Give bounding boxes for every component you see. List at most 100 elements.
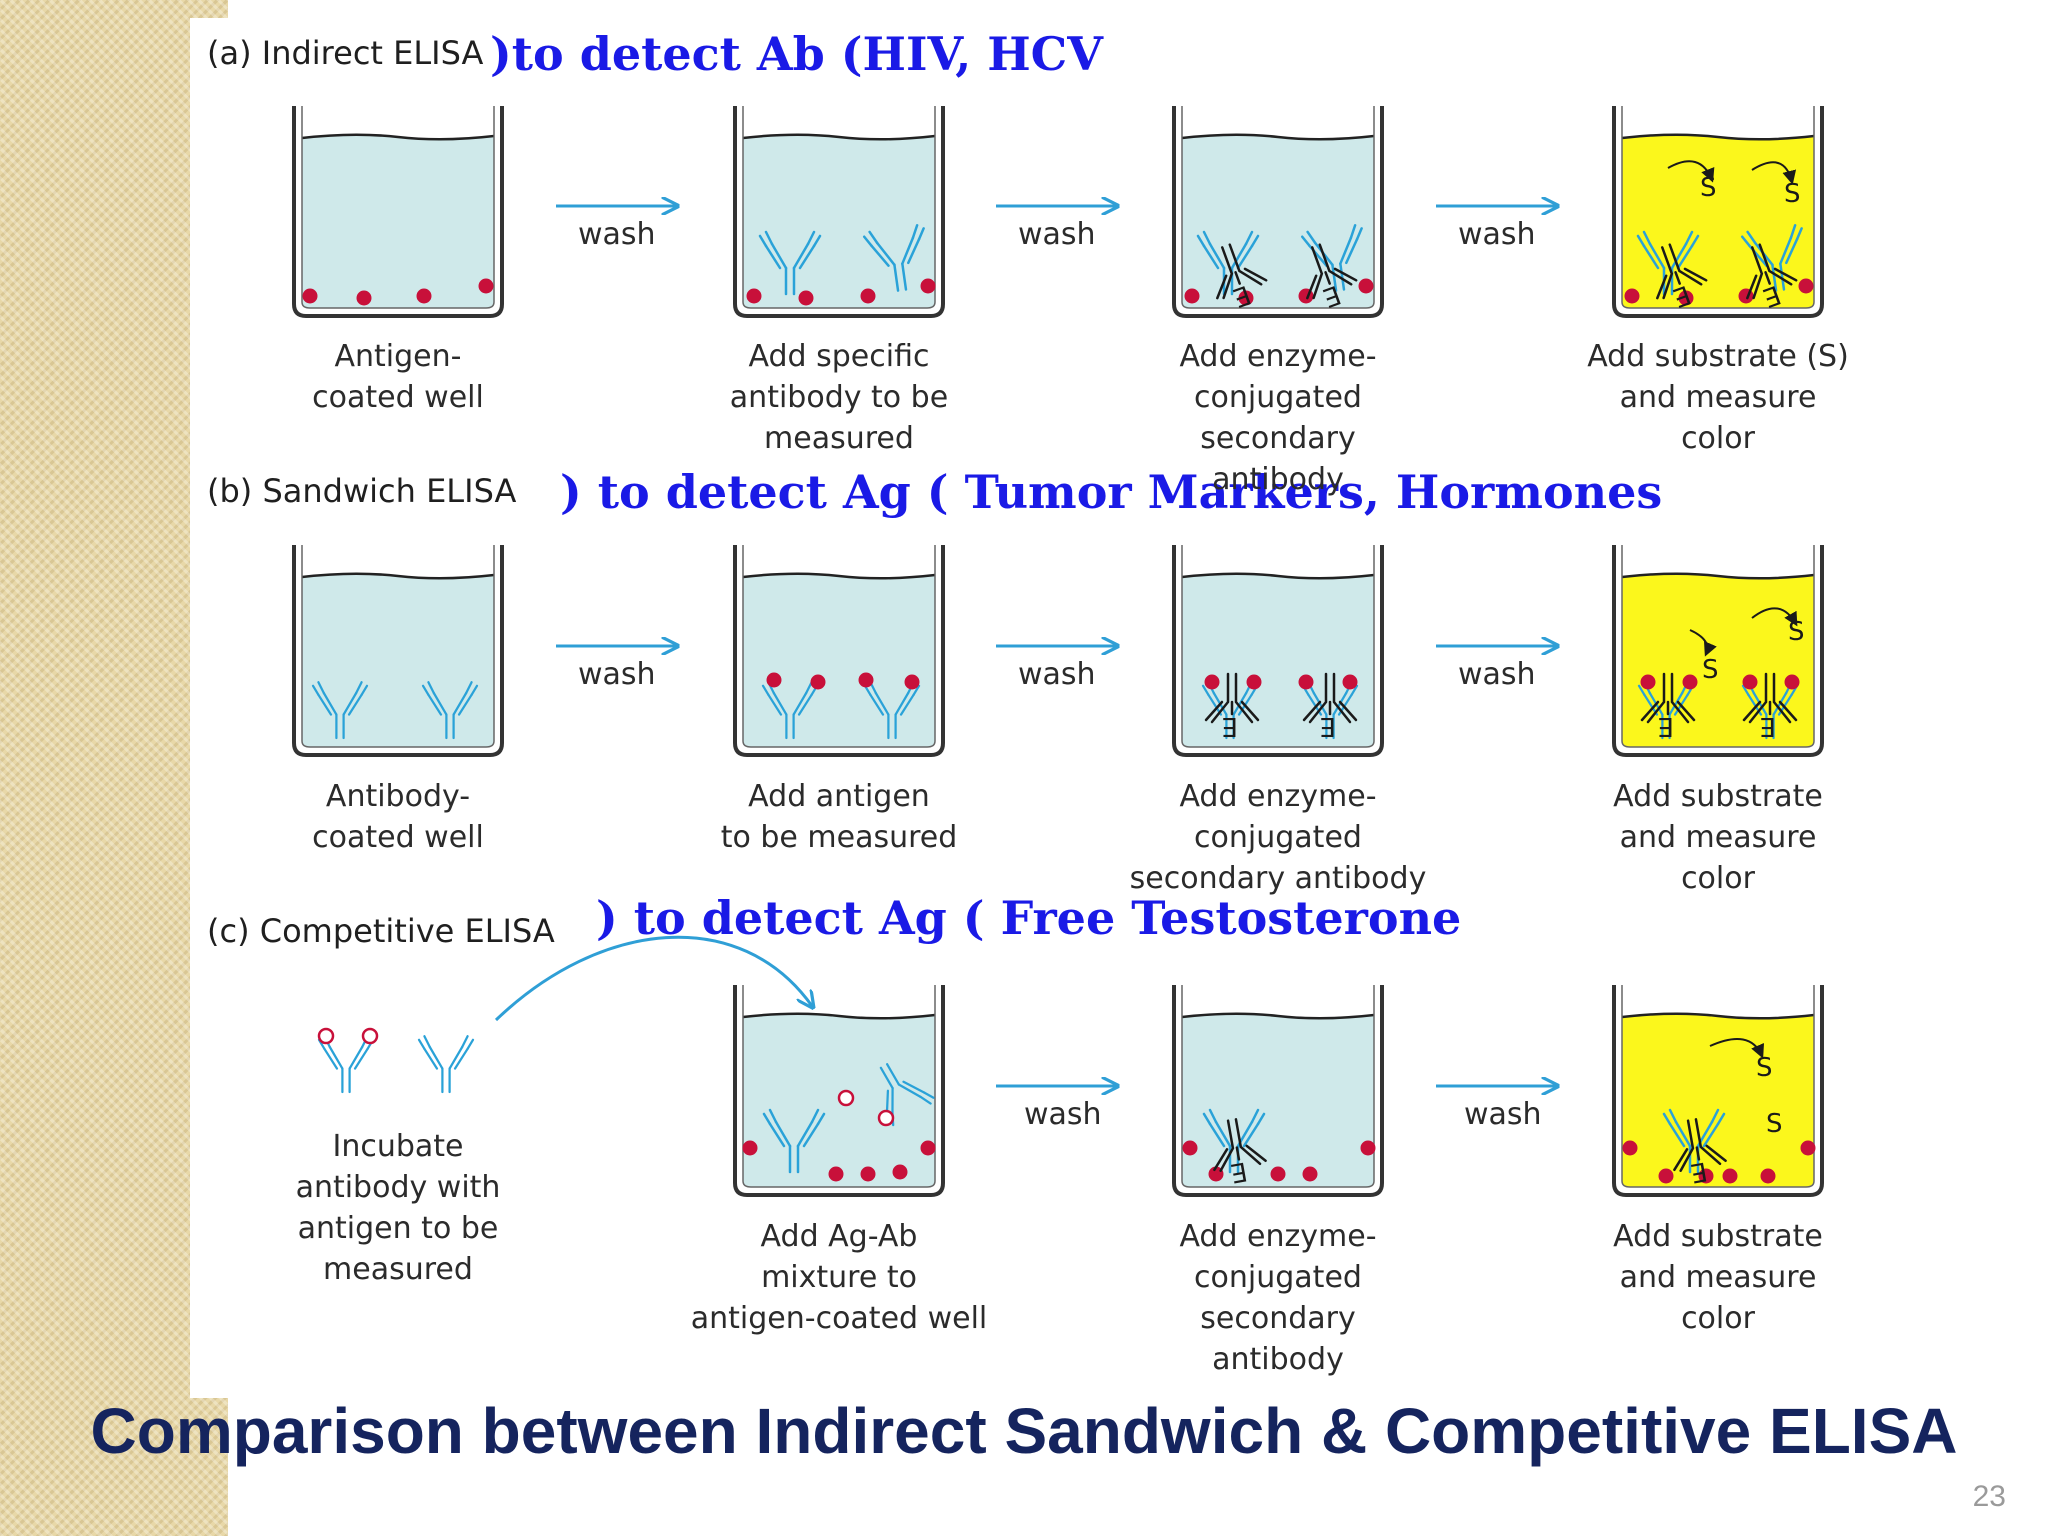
antibody-icon <box>879 1063 935 1127</box>
liquid-surface <box>1621 133 1815 141</box>
reaction-arrow <box>1709 1038 1765 1059</box>
well-b2 <box>733 545 945 757</box>
antibody-icon <box>762 1108 826 1174</box>
well-c2 <box>733 985 945 1197</box>
reaction-arrow <box>1689 629 1717 657</box>
step-label-line: and measure <box>1620 820 1817 855</box>
antigen-dot <box>361 1027 379 1045</box>
slide-title: Comparison between Indirect Sandwich & C… <box>90 1395 1958 1467</box>
antigen-dot <box>746 288 762 304</box>
substrate-label: S <box>1788 617 1805 647</box>
antigen-dot <box>1182 1140 1198 1156</box>
step-label-line: Add substrate <box>1613 1219 1823 1254</box>
well-inner-wall <box>742 545 936 748</box>
antigen-dot <box>904 674 920 690</box>
antigen-dot <box>920 278 936 294</box>
step-label-line: Incubate <box>332 1129 463 1164</box>
transfer-curved-arrow <box>494 935 812 1022</box>
well-c3: E <box>1172 985 1384 1197</box>
step-label-line: conjugated <box>1194 1260 1362 1295</box>
step-label-b3: Add enzyme-conjugated secondary antibody <box>1130 779 1427 896</box>
step-label-line: Antibody- <box>326 779 470 814</box>
antigen-dot <box>1302 1166 1318 1182</box>
antigen-dot <box>837 1089 855 1107</box>
enzyme-label: E <box>1320 711 1336 741</box>
wash-arrow: wash <box>996 1086 1116 1132</box>
antigen-dot <box>302 288 318 304</box>
step-label-line: secondary antibody <box>1130 861 1427 896</box>
well-a1 <box>292 106 504 318</box>
enzyme-conjugated-antibody: E <box>1742 672 1798 741</box>
step-label-line: and measure <box>1620 380 1817 415</box>
well-wall <box>292 545 504 757</box>
antigen-dot <box>798 290 814 306</box>
step-label-line: coated well <box>312 380 484 415</box>
wash-arrow: wash <box>1436 646 1556 692</box>
antigen-dot <box>1238 290 1254 306</box>
step-label-line: antigen-coated well <box>691 1301 988 1336</box>
well-wall <box>1612 106 1824 318</box>
antigen-dot <box>1358 278 1374 294</box>
well-inner-wall <box>1181 985 1375 1188</box>
wash-label: wash <box>1024 1097 1102 1132</box>
antigen-dot <box>920 1140 936 1156</box>
step-label-b2: Add antigen to be measured <box>721 779 958 855</box>
step-label-a3: Add enzyme-conjugated secondary antibody <box>1179 339 1376 497</box>
step-label-line: to be measured <box>721 820 958 855</box>
wash-label: wash <box>1018 217 1096 252</box>
antigen-dot <box>1298 674 1314 690</box>
well-a2 <box>733 106 945 318</box>
wash-arrow: wash <box>556 646 676 692</box>
liquid-surface <box>742 1012 936 1020</box>
liquid-surface <box>742 133 936 141</box>
step-label-line: measured <box>323 1252 473 1287</box>
step-label-line: antibody to be <box>730 380 948 415</box>
step-label-line: Add antigen <box>748 779 930 814</box>
well-wall <box>733 545 945 757</box>
section-a-note: )to detect Ab (HIV, HCV <box>490 27 1104 81</box>
wash-arrow: wash <box>996 206 1116 252</box>
well-wall <box>292 106 504 318</box>
antigen-dot <box>860 1166 876 1182</box>
reaction-arrow <box>1751 607 1798 627</box>
antigen-dot <box>858 672 874 688</box>
enzyme-conjugated-antibody: E <box>1673 1118 1727 1188</box>
antibody-icon <box>317 1035 375 1094</box>
liquid-surface <box>1621 1012 1815 1020</box>
step-label-line: Add enzyme- <box>1179 339 1376 374</box>
antigen-dot <box>860 288 876 304</box>
step-label-b4: Add substrate and measure color <box>1613 779 1823 896</box>
step-label-line: Add specific <box>749 339 930 374</box>
wash-label: wash <box>1018 657 1096 692</box>
step-label-line: antibody <box>1212 1342 1344 1377</box>
substrate-label: S <box>1784 179 1801 209</box>
wash-arrow: wash <box>1436 206 1556 252</box>
step-label-c4: Add substrate and measure color <box>1613 1219 1823 1336</box>
well-liquid <box>743 573 935 747</box>
antigen-dot <box>1184 288 1200 304</box>
step-label-line: secondary <box>1200 421 1355 456</box>
step-label-line: Add Ag-Ab <box>761 1219 918 1254</box>
step-label-line: and measure <box>1620 1260 1817 1295</box>
well-c4: E SS <box>1612 985 1824 1197</box>
well-liquid <box>1622 1013 1814 1187</box>
enzyme-conjugated-antibody: E <box>1204 672 1260 741</box>
step-label-b1: Antibody-coated well <box>312 779 484 855</box>
wash-arrow: wash <box>556 206 676 252</box>
substrate-label: S <box>1756 1053 1773 1083</box>
section-b-title: (b) Sandwich ELISA <box>207 472 516 510</box>
step-label-line: antibody with <box>296 1170 501 1205</box>
enzyme-label: E <box>1658 711 1674 741</box>
step-label-line: antigen to be <box>298 1211 499 1246</box>
well-inner-wall <box>1181 545 1375 748</box>
enzyme-label: E <box>1228 1155 1249 1187</box>
enzyme-label: E <box>1760 711 1776 741</box>
well-inner-wall <box>1621 545 1815 748</box>
enzyme-conjugated-antibody: E <box>1302 672 1358 741</box>
liquid-surface <box>1621 572 1815 580</box>
wash-label: wash <box>578 657 656 692</box>
antigen-dot <box>1800 1140 1816 1156</box>
